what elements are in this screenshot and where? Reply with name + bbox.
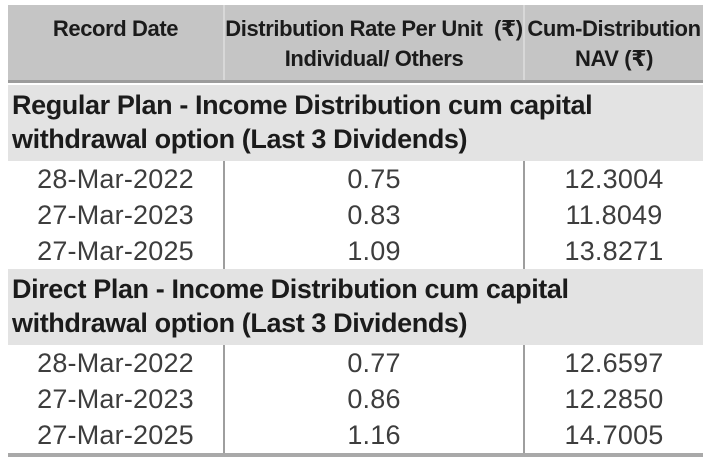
record-date-cell: 28-Mar-2022 (37, 347, 194, 378)
table-row: 28-Mar-2022 0.77 12.6597 (8, 345, 703, 381)
cum-distribution-nav-cell: 12.3004 (523, 161, 703, 197)
distribution-rate-cell: 1.16 (223, 417, 523, 453)
table-row: 27-Mar-2025 1.16 14.7005 (8, 417, 703, 453)
record-date-cell: 27-Mar-2025 (37, 235, 194, 266)
cum-distribution-nav-cell: 11.8049 (523, 197, 703, 233)
record-date-cell: 28-Mar-2022 (37, 163, 194, 194)
distribution-rate-cell: 0.83 (223, 197, 523, 233)
cum-distribution-nav-cell: 13.8271 (523, 233, 703, 269)
distribution-rate-label-line1: Distribution Rate Per Unit (₹) (225, 16, 523, 41)
distribution-rate-cell: 0.75 (223, 161, 523, 197)
cum-distribution-label-line2: NAV (₹) (574, 46, 654, 71)
section-title-regular-plan: Regular Plan - Income Distribution cum c… (8, 85, 703, 161)
record-date-cell: 27-Mar-2023 (37, 199, 194, 230)
cum-distribution-label-line1: Cum-Distribution (527, 16, 701, 41)
section-title-direct-plan: Direct Plan - Income Distribution cum ca… (8, 269, 703, 345)
header-separator (8, 83, 703, 85)
dividend-history-table: Record Date Distribution Rate Per Unit (… (8, 5, 703, 457)
column-header-record-date: Record Date (8, 5, 223, 80)
table-header-row: Record Date Distribution Rate Per Unit (… (8, 5, 703, 83)
table-row: 27-Mar-2023 0.83 11.8049 (8, 197, 703, 233)
distribution-rate-cell: 0.77 (223, 345, 523, 381)
table-row: 28-Mar-2022 0.75 12.3004 (8, 161, 703, 197)
record-date-cell: 27-Mar-2023 (37, 383, 194, 414)
record-date-cell: 27-Mar-2025 (37, 419, 194, 450)
distribution-rate-label-line2: Individual/ Others (284, 46, 464, 71)
column-header-cum-distribution-nav: Cum-Distribution NAV (₹) (523, 5, 703, 80)
table-row: 27-Mar-2023 0.86 12.2850 (8, 381, 703, 417)
section-title-text: Direct Plan - Income Distribution cum ca… (12, 274, 569, 338)
record-date-label: Record Date (52, 16, 179, 41)
cum-distribution-nav-cell: 12.2850 (523, 381, 703, 417)
cum-distribution-nav-cell: 12.6597 (523, 345, 703, 381)
table-row: 27-Mar-2025 1.09 13.8271 (8, 233, 703, 269)
distribution-rate-cell: 0.86 (223, 381, 523, 417)
section-title-text: Regular Plan - Income Distribution cum c… (12, 90, 593, 154)
column-header-distribution-rate: Distribution Rate Per Unit (₹) Individua… (223, 5, 523, 80)
distribution-rate-cell: 1.09 (223, 233, 523, 269)
cum-distribution-nav-cell: 14.7005 (523, 417, 703, 453)
